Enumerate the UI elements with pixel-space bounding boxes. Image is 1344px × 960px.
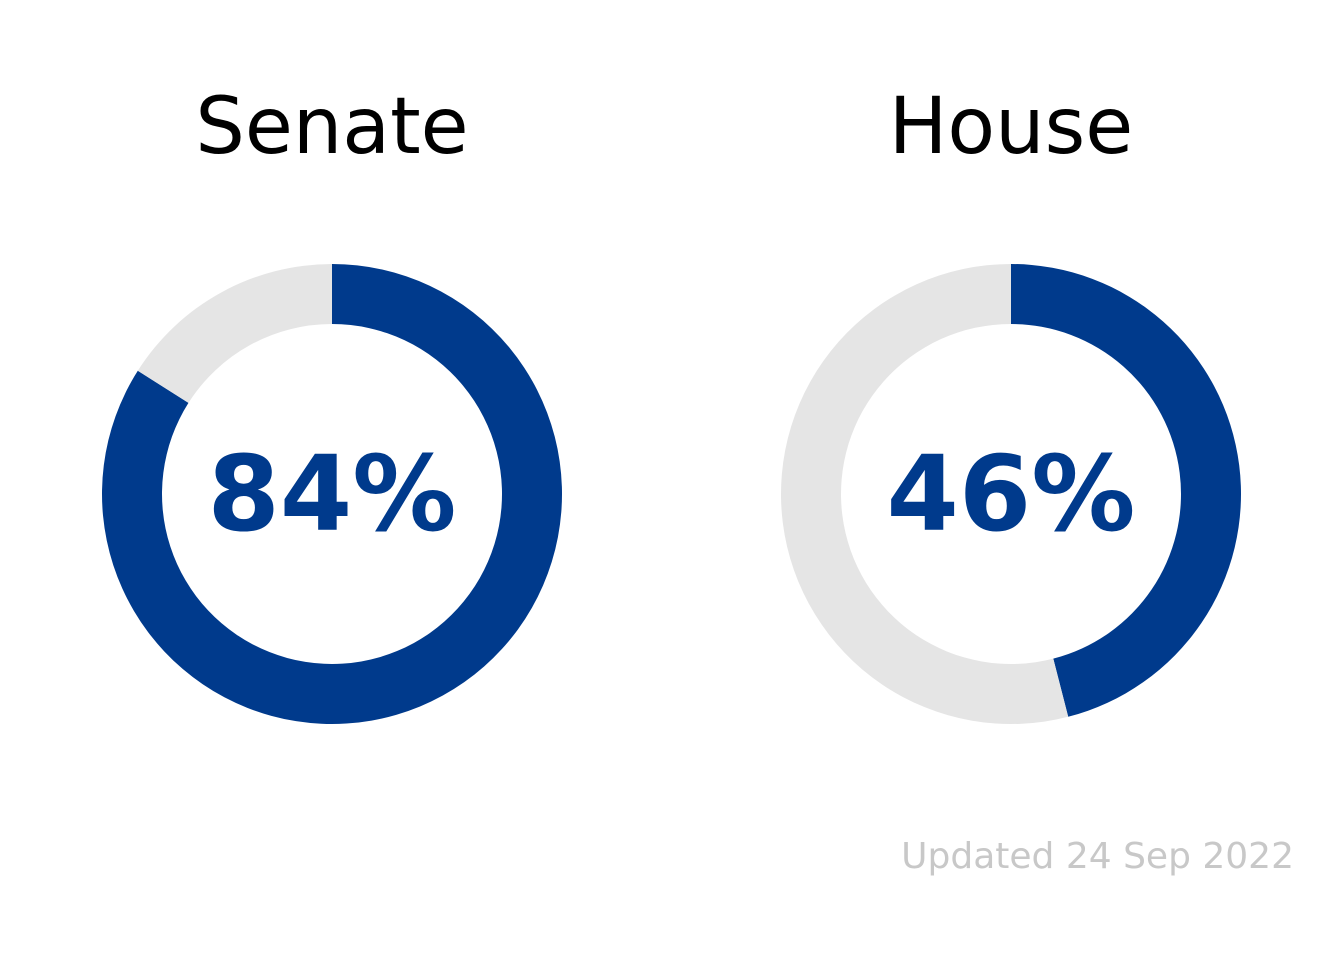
house-title: House — [889, 82, 1133, 172]
updated-date-text: Updated 24 Sep 2022 — [901, 836, 1294, 877]
senate-remaining-arc — [137, 264, 332, 403]
house-filled-arc — [1011, 264, 1241, 717]
house-percent-label: 46% — [887, 433, 1136, 555]
house-panel: House 46% — [780, 82, 1241, 724]
senate-percent-label: 84% — [208, 433, 457, 555]
senate-title: Senate — [195, 82, 468, 172]
house-donut — [780, 264, 1241, 724]
senate-panel: Senate 84% — [101, 82, 562, 724]
senate-donut — [101, 264, 562, 724]
house-remaining-arc — [780, 264, 1069, 724]
